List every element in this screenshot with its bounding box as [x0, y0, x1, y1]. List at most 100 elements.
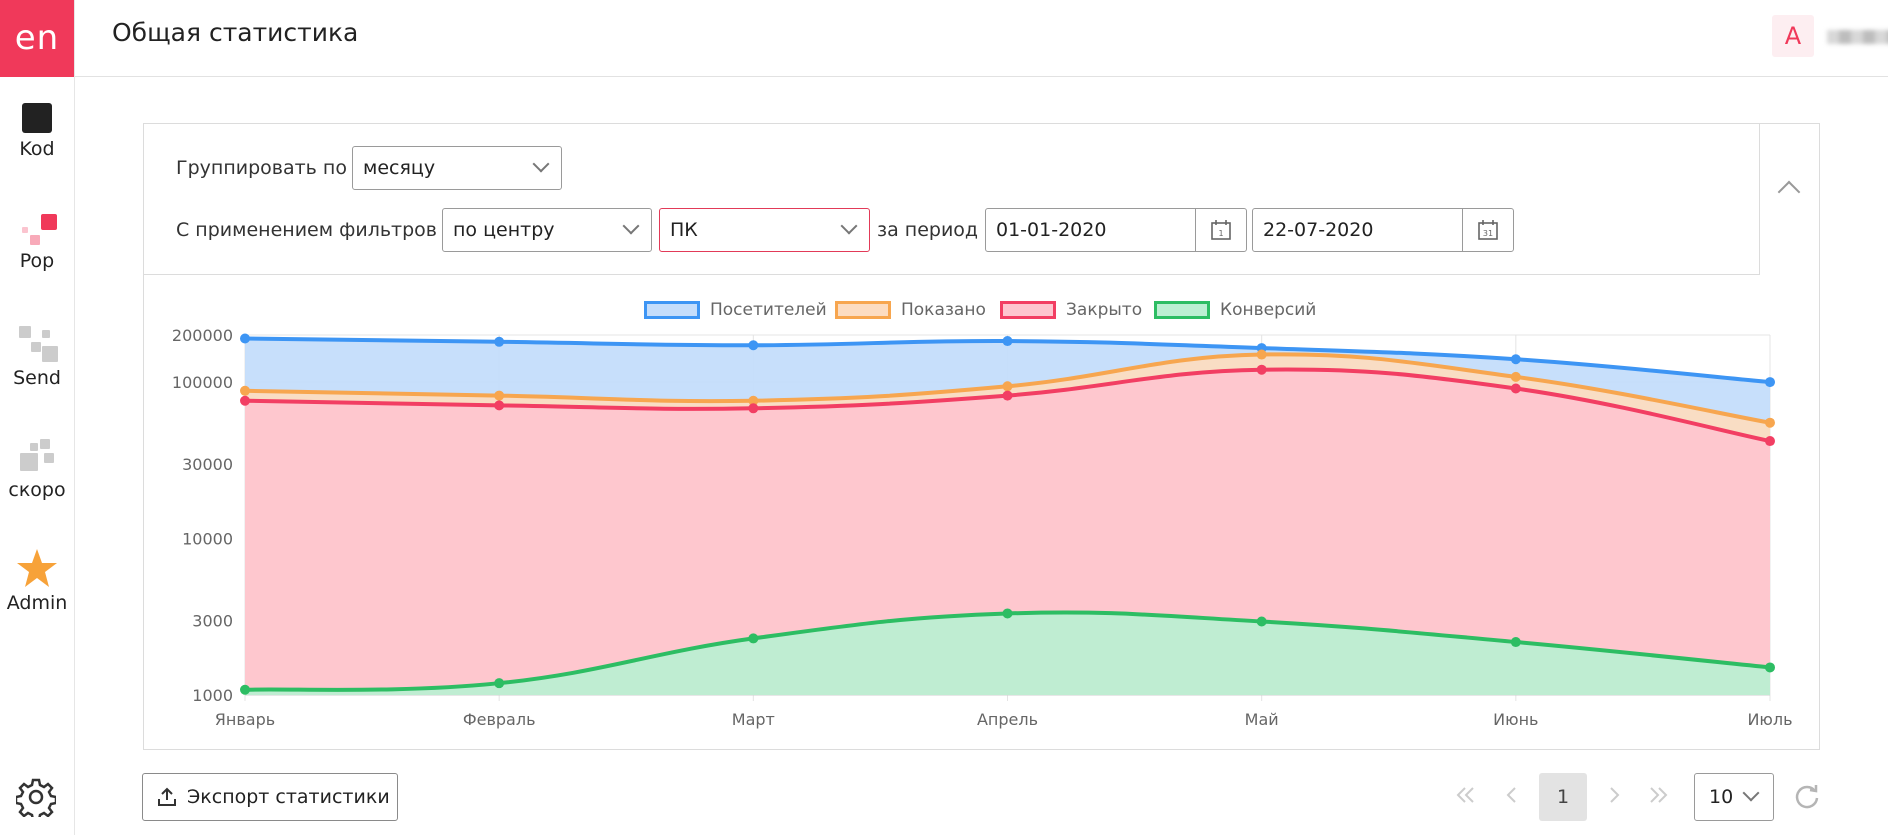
sidebar-item-pop[interactable]: Pop [0, 212, 74, 272]
square-icon [22, 103, 52, 133]
first-page-icon[interactable] [1454, 784, 1476, 806]
x-tick-label: Май [1245, 710, 1279, 729]
data-point [240, 333, 250, 344]
date-from-value: 01-01-2020 [996, 219, 1107, 241]
star-icon [17, 549, 57, 587]
period-label: за период [877, 219, 979, 241]
calendar-day-number: 1 [1218, 229, 1223, 238]
chevron-down-icon [840, 217, 858, 235]
x-tick-label: Февраль [463, 710, 536, 729]
soon-icon [20, 439, 54, 471]
chevron-down-icon [622, 217, 640, 235]
upload-icon [158, 787, 176, 806]
data-point [1765, 417, 1775, 428]
legend-label: Закрыто [1066, 300, 1143, 320]
series-line [244, 336, 1771, 385]
legend-item-conversions[interactable]: Конверсий [1154, 300, 1316, 320]
data-point [1765, 436, 1775, 447]
data-point [1256, 364, 1267, 375]
calendar-icon: 1 [1211, 220, 1231, 240]
data-point [748, 395, 759, 406]
pop-icon [22, 214, 57, 245]
chart-legend: Посетителей Показано Закрыто Конверсий [144, 300, 1819, 326]
series-line [244, 610, 1771, 692]
sidebar-item-label: Send [13, 367, 61, 389]
data-point [1002, 608, 1013, 619]
data-point [494, 678, 505, 689]
app-logo[interactable]: en [0, 0, 74, 77]
refresh-icon[interactable] [1793, 783, 1821, 811]
data-point [494, 336, 505, 347]
sidebar-item-soon: скоро [0, 437, 74, 501]
center-filter-value: по центру [453, 219, 555, 241]
y-tick-label: 100000 [172, 373, 233, 392]
data-point [494, 390, 505, 401]
filters-panel: Группировать по месяцу С применением фил… [144, 124, 1760, 275]
legend-item-shown[interactable]: Показано [835, 300, 986, 320]
sidebar-item-send[interactable]: Send [0, 325, 74, 389]
date-from-field[interactable]: 01-01-2020 1 [985, 208, 1247, 252]
date-to-field[interactable]: 22-07-2020 31 [1252, 208, 1514, 252]
per-page-select[interactable]: 10 [1694, 773, 1774, 821]
center-filter-select[interactable]: по центру [442, 208, 652, 252]
avatar[interactable]: A [1772, 15, 1814, 57]
calendar-from-button[interactable]: 1 [1195, 209, 1246, 251]
data-point [748, 633, 759, 644]
x-tick-label: Июнь [1493, 710, 1538, 729]
series-area [245, 612, 1770, 695]
data-point [1510, 371, 1521, 382]
y-tick-label: 1000 [192, 686, 233, 705]
data-point [1002, 336, 1013, 347]
device-filter-value: ПК [670, 219, 698, 241]
last-page-icon[interactable] [1648, 784, 1670, 806]
filter-label: С применением фильтров [176, 219, 437, 241]
sidebar-item-label: Kod [19, 138, 55, 160]
x-tick-label: Июль [1747, 710, 1792, 729]
page-title: Общая статистика [112, 18, 359, 47]
sidebar-item-label: Pop [19, 250, 55, 272]
legend-label: Посетителей [710, 300, 827, 320]
x-tick-label: Апрель [977, 710, 1038, 729]
data-point [1002, 390, 1013, 401]
current-page[interactable]: 1 [1539, 773, 1587, 821]
export-button-label: Экспорт статистики [187, 786, 390, 808]
series-line [244, 352, 1771, 425]
device-filter-select[interactable]: ПК [659, 208, 870, 252]
series-area [245, 354, 1770, 695]
y-tick-label: 3000 [192, 611, 233, 630]
top-bar: Общая статистика A [75, 0, 1888, 77]
y-tick-label: 10000 [182, 530, 233, 549]
gear-icon[interactable] [16, 777, 56, 817]
prev-page-icon[interactable] [1504, 784, 1520, 806]
legend-swatch [1000, 301, 1056, 319]
data-point [1765, 662, 1775, 673]
chevron-down-icon [532, 155, 550, 173]
legend-item-closed[interactable]: Закрыто [1000, 300, 1142, 320]
series-area [245, 338, 1770, 695]
calendar-to-button[interactable]: 31 [1462, 209, 1513, 251]
series-line [244, 367, 1771, 443]
data-point [240, 684, 250, 695]
data-point [494, 400, 505, 411]
sidebar-item-label: скоро [8, 479, 66, 501]
next-page-icon[interactable] [1606, 784, 1622, 806]
group-select-value: месяцу [363, 157, 436, 179]
username-blurred[interactable] [1827, 30, 1888, 44]
sidebar-item-admin[interactable]: Admin [0, 548, 74, 614]
legend-swatch [644, 301, 700, 319]
sidebar-item-kod[interactable]: Kod [0, 102, 74, 160]
data-point [1510, 637, 1521, 648]
group-select[interactable]: месяцу [352, 146, 562, 190]
legend-label: Показано [901, 300, 986, 320]
x-tick-label: Март [732, 710, 775, 729]
legend-swatch [835, 301, 891, 319]
sidebar-item-label: Admin [6, 592, 68, 614]
data-point [1002, 381, 1013, 392]
data-point [1510, 383, 1521, 394]
collapse-chevron-up-icon[interactable] [1777, 180, 1801, 204]
chevron-down-icon [1742, 784, 1760, 802]
data-point [1510, 354, 1521, 365]
legend-swatch [1154, 301, 1210, 319]
export-button[interactable]: Экспорт статистики [142, 773, 398, 821]
legend-item-visitors[interactable]: Посетителей [644, 300, 827, 320]
